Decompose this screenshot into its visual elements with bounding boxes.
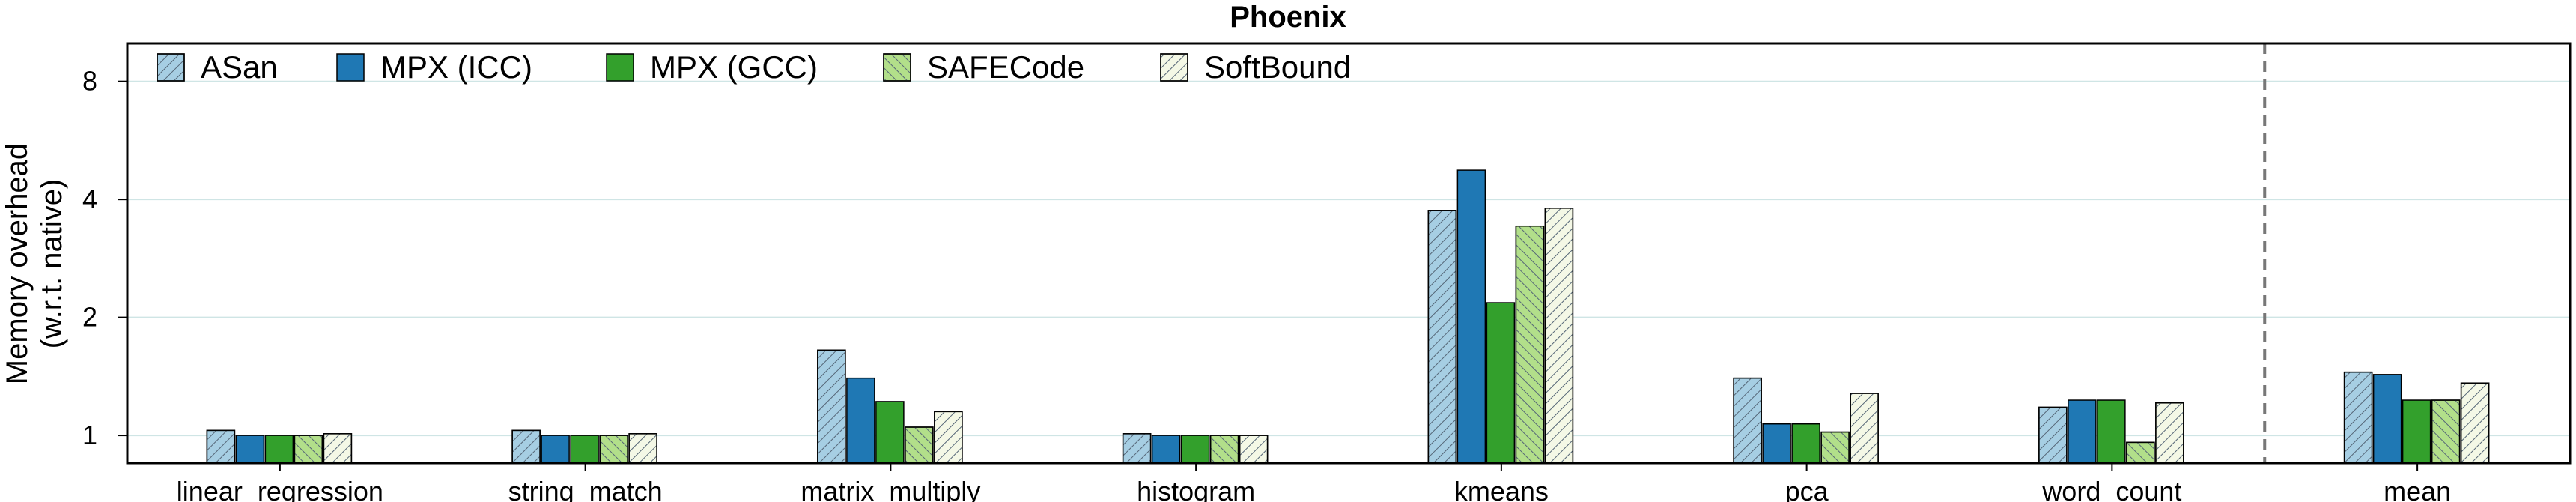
bar-string_match-safecode <box>599 435 628 464</box>
legend-item-safecode: SAFECode <box>883 49 1084 85</box>
bar-pca-softbound <box>1850 393 1879 464</box>
x-ticks: linear_regression string_match matrix_mult… <box>177 463 2451 502</box>
legend-label: ASan <box>201 49 278 85</box>
bar-mean-softbound <box>2460 382 2490 464</box>
x-tick-label-linear_regression: linear_regression <box>177 476 383 502</box>
bar-word_count-safecode <box>2126 441 2155 464</box>
bar-matrix_multiply-safecode <box>905 426 934 464</box>
bar-matrix_multiply-mpx-gcc- <box>875 401 905 464</box>
bar-word_count-mpx-gcc- <box>2097 399 2126 464</box>
legend-item-mpx-gcc-: MPX (GCC) <box>606 49 818 85</box>
y-tick-label: 4 <box>82 184 97 214</box>
y-tick-label: 1 <box>82 420 97 450</box>
x-tick-label-string_match: string_match <box>508 476 663 502</box>
bar-matrix_multiply-mpx-icc- <box>846 377 875 464</box>
y-axis-label-line1: Memory overhead <box>1 143 34 384</box>
bar-matrix_multiply-softbound <box>934 411 963 464</box>
bar-string_match-mpx-gcc- <box>570 435 599 464</box>
y-axis-label-line2: (w.r.t. native) <box>35 179 68 349</box>
x-tick-label-histogram: histogram <box>1137 476 1255 502</box>
bar-mean-safecode <box>2431 399 2461 464</box>
legend-item-mpx-icc-: MPX (ICC) <box>336 49 532 85</box>
bar-pca-mpx-icc- <box>1762 423 1791 464</box>
gridlines <box>127 80 2570 437</box>
x-tick-label-mean: mean <box>2384 476 2451 502</box>
bar-kmeans-mpx-gcc- <box>1486 302 1516 464</box>
bar-pca-asan <box>1733 377 1762 464</box>
bar-histogram-asan <box>1122 433 1152 464</box>
legend-item-asan: ASan <box>157 49 278 85</box>
x-tick-label-matrix_multiply: matrix_multiply <box>801 476 980 502</box>
bar-linear_regression-mpx-gcc- <box>264 435 294 464</box>
bar-kmeans-safecode <box>1515 225 1545 464</box>
legend-label: SoftBound <box>1204 49 1351 85</box>
bar-kmeans-mpx-icc- <box>1456 169 1486 464</box>
y-tick-label: 8 <box>82 66 97 97</box>
bar-histogram-mpx-icc- <box>1151 435 1181 464</box>
y-axis-label: Memory overhead (w.r.t. native) <box>1 143 68 384</box>
bar-histogram-softbound <box>1239 435 1269 464</box>
bar-linear_regression-mpx-icc- <box>235 435 265 464</box>
legend-label: SAFECode <box>927 49 1084 85</box>
legend: ASan MPX (ICC) MPX (GCC) SAFECode SoftBound <box>157 49 1351 85</box>
bar-word_count-softbound <box>2155 402 2184 464</box>
chart-title: Phoenix <box>1230 1 1346 34</box>
bar-string_match-softbound <box>628 433 657 464</box>
bar-histogram-safecode <box>1209 435 1239 464</box>
bar-kmeans-softbound <box>1544 208 1574 464</box>
bar-word_count-asan <box>2038 406 2068 464</box>
bar-word_count-mpx-icc- <box>2068 399 2097 464</box>
bar-linear_regression-asan <box>206 429 236 464</box>
x-tick-label-kmeans: kmeans <box>1454 476 1549 502</box>
bar-string_match-mpx-icc- <box>541 435 570 464</box>
x-tick-label-word_count: word_count <box>2041 476 2181 502</box>
plot-frame <box>126 42 2572 465</box>
y-tick-label: 2 <box>82 302 97 333</box>
bar-kmeans-asan <box>1427 210 1457 464</box>
bar-mean-asan <box>2343 371 2373 464</box>
legend-label: MPX (ICC) <box>380 49 532 85</box>
bars <box>206 169 2490 464</box>
bar-matrix_multiply-asan <box>817 349 846 464</box>
bar-linear_regression-softbound <box>323 433 353 464</box>
bar-mean-mpx-icc- <box>2372 374 2402 464</box>
legend-label: MPX (GCC) <box>650 49 818 85</box>
legend-item-softbound: SoftBound <box>1160 49 1351 85</box>
bar-mean-mpx-gcc- <box>2402 399 2431 464</box>
y-ticks: 1 2 4 8 <box>82 66 127 450</box>
bar-pca-safecode <box>1820 431 1850 464</box>
bar-string_match-asan <box>511 429 541 464</box>
bar-histogram-mpx-gcc- <box>1180 435 1210 464</box>
x-tick-label-pca: pca <box>1785 476 1829 502</box>
bar-linear_regression-safecode <box>294 435 323 464</box>
bar-pca-mpx-gcc- <box>1791 423 1820 464</box>
